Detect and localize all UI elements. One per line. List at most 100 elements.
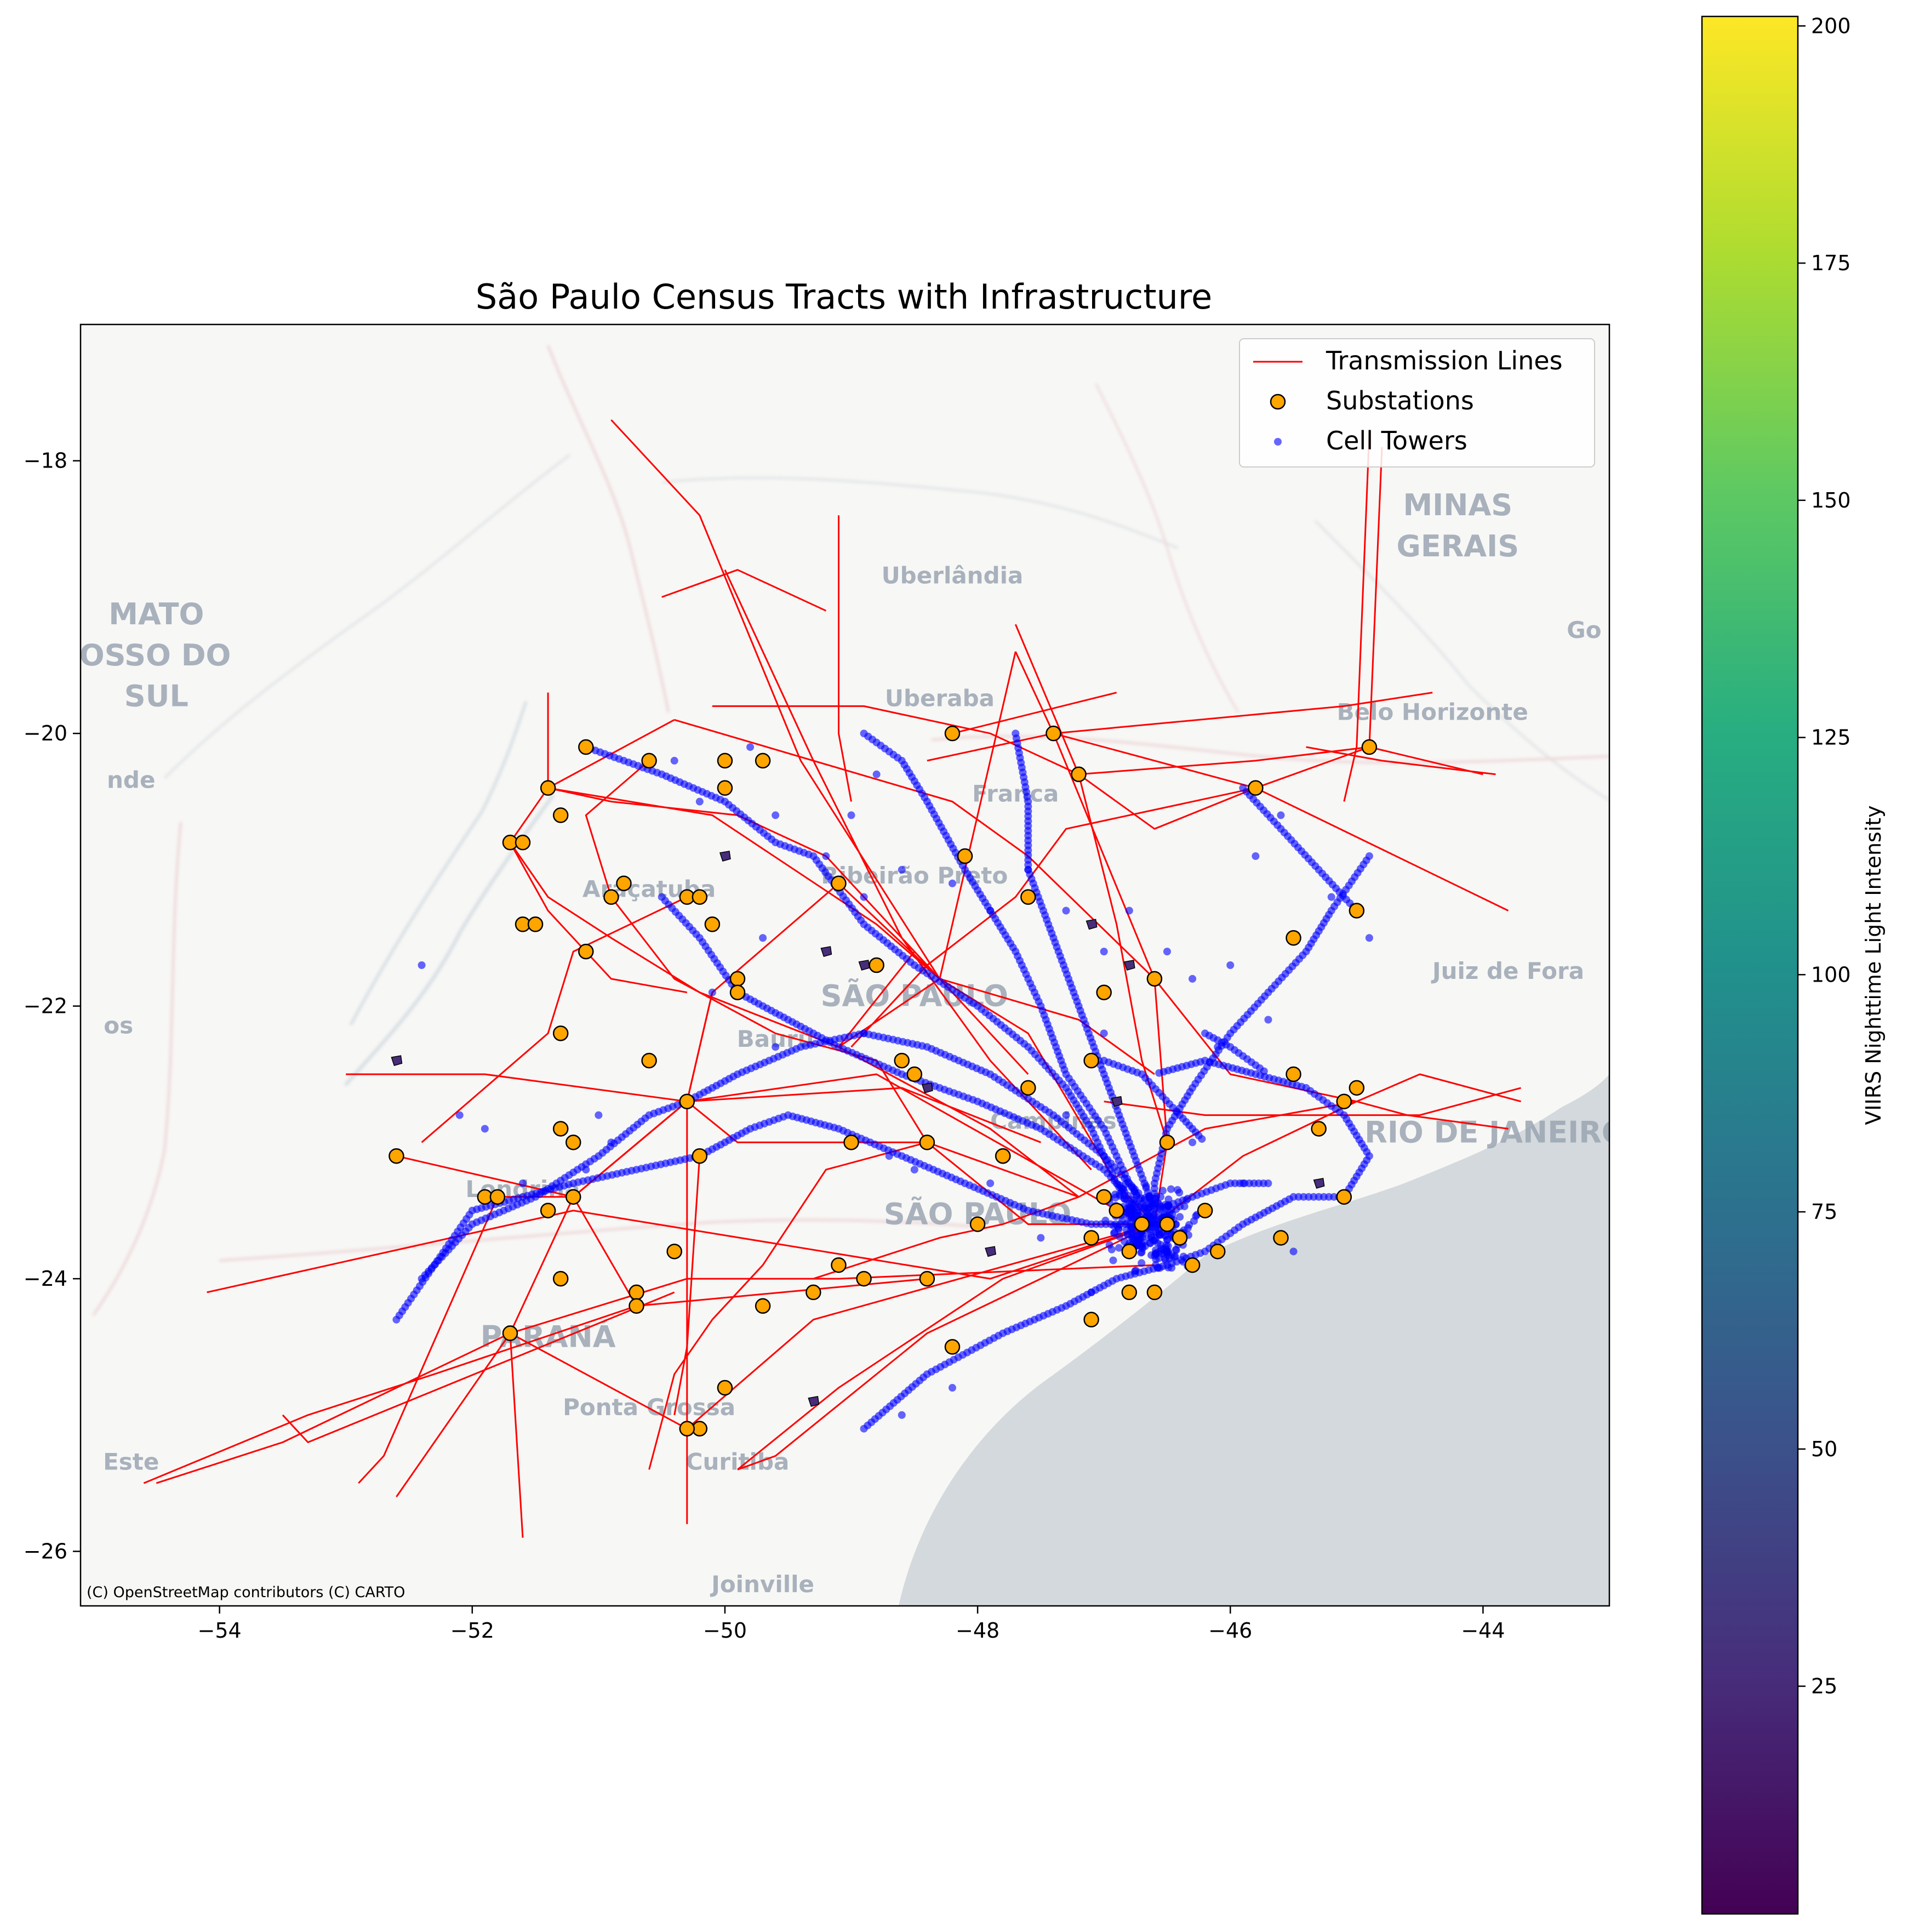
cell-tower — [1137, 1194, 1145, 1202]
colorbar-tick-label: 175 — [1811, 251, 1851, 275]
legend: Transmission Lines Substations Cell Towe… — [1239, 338, 1595, 468]
cell-tower — [1164, 1263, 1172, 1272]
cell-tower — [582, 1166, 590, 1174]
cell-tower — [1164, 1195, 1173, 1204]
x-axis: −54 −52 −50 −48 −46 −44 — [198, 1606, 1505, 1643]
basemap-labels: MATO ROSSO DO SUL MINAS GERAIS Uberlândia Uber… — [81, 488, 1609, 1598]
legend-tower-swatch — [1274, 438, 1282, 446]
cell-tower — [708, 988, 716, 996]
substation — [755, 1298, 771, 1314]
cell-tower — [885, 1152, 893, 1160]
colorbar: 25 50 75 100 125 150 175 200 VIIRS Nighttime Li… — [1701, 14, 1886, 1915]
cell-tower — [1118, 1186, 1127, 1194]
substation — [869, 957, 884, 973]
cell-tower — [1110, 1229, 1118, 1237]
cell-tower — [1153, 1264, 1162, 1272]
cell-tower — [1141, 1202, 1149, 1210]
census-tract — [391, 1055, 403, 1067]
map-plot-area: MATO ROSSO DO SUL MINAS GERAIS Uberlândia Uber… — [81, 324, 1609, 1606]
substation — [1197, 1202, 1213, 1218]
cell-tower — [1260, 1067, 1268, 1075]
substation — [527, 916, 544, 932]
map-attribution: (C) OpenStreetMap contributors (C) CARTO — [87, 1584, 405, 1601]
substation — [1336, 1189, 1352, 1205]
substation — [1209, 1244, 1226, 1259]
cell-tower — [1062, 1111, 1070, 1119]
cell-tower — [1024, 865, 1032, 874]
cell-tower — [772, 1043, 780, 1051]
census-tract — [808, 1396, 820, 1407]
census-tract — [1123, 960, 1135, 971]
basemap-label: Juiz de Fora — [1431, 958, 1584, 984]
x-tick-label: −54 — [198, 1618, 242, 1643]
transmission-line — [207, 1210, 1155, 1293]
transmission-line — [673, 1156, 701, 1416]
colorbar-gradient — [1701, 15, 1799, 1915]
basemap-label: Uberlândia — [882, 562, 1024, 589]
y-tick-label: −26 — [24, 1540, 67, 1564]
colorbar-tick-label: 25 — [1811, 1674, 1837, 1699]
substation — [679, 1093, 695, 1109]
cell-tower — [1155, 1069, 1163, 1077]
cell-tower — [1172, 1246, 1180, 1254]
substation — [729, 971, 746, 987]
x-tick-label: −48 — [956, 1618, 999, 1643]
basemap-label: Joinville — [710, 1571, 814, 1598]
cell-tower — [898, 865, 906, 874]
census-tract — [985, 1246, 997, 1257]
substation — [831, 875, 847, 892]
cell-tower — [860, 893, 868, 901]
transmission-lines-layer — [143, 419, 1521, 1538]
ocean-area — [899, 1074, 1609, 1606]
substation — [704, 916, 721, 932]
cell-tower — [1289, 1247, 1298, 1256]
substation — [843, 1135, 859, 1150]
cell-tower — [595, 1111, 603, 1119]
y-tick-label: −20 — [24, 721, 67, 745]
cell-tower — [1163, 1202, 1172, 1211]
x-tick-label: −52 — [450, 1618, 494, 1643]
substation — [957, 848, 973, 864]
cell-tower — [948, 1384, 956, 1392]
substation — [969, 1216, 986, 1232]
cell-tower — [1189, 974, 1197, 983]
cell-tower — [695, 797, 704, 806]
cell-tower — [1167, 1185, 1175, 1193]
cell-tower — [1128, 1200, 1136, 1208]
colorbar-ticks: 25 50 75 100 125 150 175 200 — [1798, 14, 1851, 1699]
substation — [1020, 889, 1036, 905]
substation — [552, 1025, 569, 1041]
substation — [489, 1189, 506, 1205]
substation — [1349, 1080, 1365, 1096]
cell-tower — [772, 811, 780, 819]
substation — [944, 725, 961, 742]
substation — [540, 1202, 556, 1218]
substations-layer — [389, 725, 1378, 1437]
cell-tower — [847, 811, 855, 819]
basemap-label: Ponta Grossa — [563, 1394, 735, 1421]
cell-tower — [1153, 1239, 1162, 1247]
transmission-line — [838, 950, 941, 1048]
cell-tower — [1115, 1244, 1123, 1252]
cell-tower — [986, 907, 995, 915]
cell-tower — [670, 756, 678, 765]
substation — [1020, 1080, 1036, 1096]
census-tract — [820, 946, 832, 958]
substation — [717, 753, 733, 769]
substation — [515, 834, 531, 851]
transmission-line — [1078, 746, 1483, 776]
cell-tower — [872, 770, 881, 778]
cell-tower — [1127, 1223, 1135, 1231]
cell-tower — [1087, 1288, 1095, 1296]
cell-tower — [1162, 1232, 1170, 1240]
substation — [856, 1270, 872, 1287]
cell-tower — [1121, 1195, 1129, 1203]
cell-tower — [898, 1411, 906, 1419]
substation — [894, 1052, 910, 1069]
substation — [1121, 1284, 1138, 1301]
substation — [1146, 971, 1163, 987]
substation — [1336, 1093, 1352, 1109]
cell-tower — [1159, 1187, 1167, 1195]
cell-tower — [455, 1111, 464, 1119]
census-tract — [719, 851, 731, 862]
